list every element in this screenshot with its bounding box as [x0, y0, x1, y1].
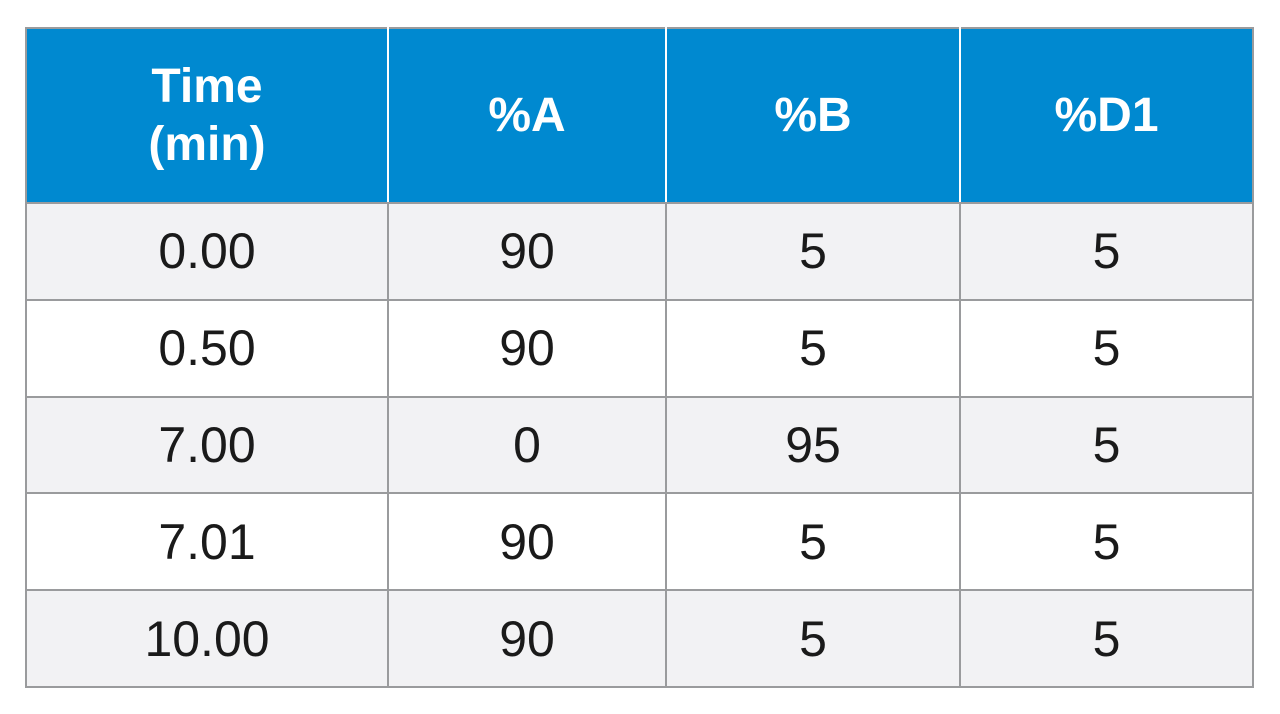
cell-time: 10.00 [25, 589, 389, 688]
cell-percent-a: 90 [387, 589, 667, 688]
gradient-table-container: Time (min) %A %B %D1 0.00 90 5 5 0.50 90… [25, 27, 1254, 688]
cell-time: 0.00 [25, 202, 389, 301]
table-header: Time (min) %A %B %D1 [25, 27, 1254, 204]
cell-percent-d1: 5 [959, 298, 1254, 398]
header-time-line1: Time [151, 59, 263, 113]
cell-percent-b: 95 [665, 395, 961, 495]
table-row: 0.50 90 5 5 [25, 298, 1254, 398]
cell-percent-d1: 5 [959, 492, 1254, 592]
header-percent-d1: %D1 [959, 27, 1254, 204]
cell-percent-d1: 5 [959, 202, 1254, 301]
cell-percent-a: 90 [387, 492, 667, 592]
table-row: 7.00 0 95 5 [25, 395, 1254, 495]
table-row: 7.01 90 5 5 [25, 492, 1254, 592]
table-row: 0.00 90 5 5 [25, 202, 1254, 301]
header-row: Time (min) %A %B %D1 [25, 27, 1254, 204]
cell-time: 7.01 [25, 492, 389, 592]
cell-percent-a: 0 [387, 395, 667, 495]
cell-percent-b: 5 [665, 202, 961, 301]
cell-percent-b: 5 [665, 589, 961, 688]
table-row: 10.00 90 5 5 [25, 589, 1254, 688]
cell-percent-d1: 5 [959, 589, 1254, 688]
cell-percent-b: 5 [665, 492, 961, 592]
cell-percent-d1: 5 [959, 395, 1254, 495]
cell-time: 0.50 [25, 298, 389, 398]
cell-percent-a: 90 [387, 202, 667, 301]
gradient-table: Time (min) %A %B %D1 0.00 90 5 5 0.50 90… [25, 27, 1254, 688]
header-time: Time (min) [25, 27, 389, 204]
cell-percent-a: 90 [387, 298, 667, 398]
header-time-line2: (min) [148, 117, 266, 171]
header-percent-a: %A [387, 27, 667, 204]
cell-time: 7.00 [25, 395, 389, 495]
table-body: 0.00 90 5 5 0.50 90 5 5 7.00 0 95 5 7.01… [25, 202, 1254, 688]
header-percent-b: %B [665, 27, 961, 204]
cell-percent-b: 5 [665, 298, 961, 398]
